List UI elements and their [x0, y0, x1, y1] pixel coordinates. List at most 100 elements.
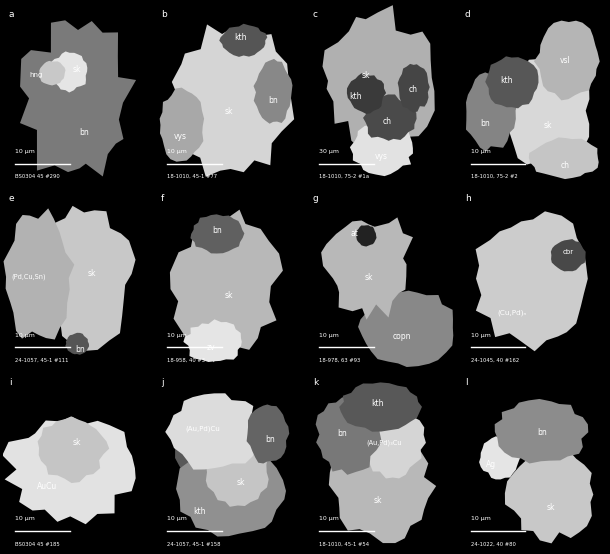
Text: 18-978, 63 #93: 18-978, 63 #93	[318, 358, 360, 363]
Polygon shape	[479, 435, 520, 479]
Text: bn: bn	[212, 225, 222, 234]
Text: hng: hng	[29, 72, 42, 78]
Polygon shape	[505, 446, 594, 543]
Polygon shape	[20, 20, 136, 177]
Polygon shape	[173, 407, 233, 479]
Polygon shape	[329, 429, 436, 543]
Text: bn: bn	[268, 96, 278, 105]
Text: 10 μm: 10 μm	[15, 148, 35, 153]
Text: 30 μm: 30 μm	[318, 148, 339, 153]
Text: ch: ch	[382, 117, 392, 126]
Text: 24-1022, 40 #80: 24-1022, 40 #80	[470, 542, 515, 547]
Polygon shape	[4, 208, 74, 340]
Polygon shape	[160, 88, 204, 162]
Text: 24-1057, 45-1 #111: 24-1057, 45-1 #111	[15, 358, 68, 363]
Text: bn: bn	[266, 435, 276, 444]
Text: 18-1010, 75-2 #2: 18-1010, 75-2 #2	[470, 174, 517, 179]
Text: ch: ch	[409, 85, 418, 94]
Text: vys: vys	[375, 152, 387, 161]
Text: at: at	[350, 229, 358, 238]
Polygon shape	[356, 225, 376, 247]
Text: (Pd,Cu,Sn): (Pd,Cu,Sn)	[11, 274, 46, 280]
Text: 18-958, 40 #3: 18-958, 40 #3	[167, 358, 205, 363]
Text: sk: sk	[365, 273, 373, 281]
Polygon shape	[190, 214, 245, 254]
Polygon shape	[171, 24, 294, 177]
Polygon shape	[49, 52, 87, 93]
Text: (Au,Pd)Cu: (Au,Pd)Cu	[185, 425, 220, 432]
Polygon shape	[350, 119, 413, 176]
Text: 10 μm: 10 μm	[470, 516, 490, 521]
Polygon shape	[485, 57, 539, 109]
Polygon shape	[347, 73, 386, 114]
Polygon shape	[466, 73, 518, 151]
Text: j: j	[161, 378, 163, 387]
Text: bn: bn	[75, 345, 85, 354]
Text: zv: zv	[207, 343, 215, 352]
Text: h: h	[465, 194, 470, 203]
Text: BS0304 45 #185: BS0304 45 #185	[15, 542, 60, 547]
Text: f: f	[161, 194, 164, 203]
Text: c: c	[313, 10, 318, 19]
Text: 10 μm: 10 μm	[470, 148, 490, 153]
Text: BS0304 45 #290: BS0304 45 #290	[15, 174, 60, 179]
Text: a: a	[9, 10, 15, 19]
Polygon shape	[358, 291, 453, 367]
Polygon shape	[321, 217, 413, 320]
Polygon shape	[184, 319, 242, 362]
Text: g: g	[313, 194, 318, 203]
Text: 18-1010, 45-1 #77: 18-1010, 45-1 #77	[167, 174, 217, 179]
Polygon shape	[65, 333, 89, 355]
Text: 10 μm: 10 μm	[470, 332, 490, 337]
Text: sk: sk	[225, 106, 233, 116]
Text: Ag: Ag	[486, 460, 497, 469]
Text: 10 μm: 10 μm	[15, 516, 35, 521]
Polygon shape	[534, 20, 600, 100]
Polygon shape	[206, 437, 268, 507]
Text: 10 μm: 10 μm	[167, 516, 187, 521]
Text: sk: sk	[362, 70, 370, 80]
Text: vsl: vsl	[560, 56, 571, 65]
Text: copn: copn	[392, 332, 411, 341]
Polygon shape	[219, 24, 267, 57]
Polygon shape	[246, 404, 289, 464]
Text: cbr: cbr	[563, 249, 574, 255]
Text: 18-1010, 45-1 #54: 18-1010, 45-1 #54	[318, 542, 369, 547]
Polygon shape	[38, 417, 109, 483]
Polygon shape	[363, 95, 417, 141]
Text: sk: sk	[73, 65, 81, 74]
Text: AuCu: AuCu	[37, 482, 57, 491]
Polygon shape	[323, 5, 435, 155]
Polygon shape	[170, 209, 283, 362]
Text: sk: sk	[237, 478, 245, 487]
Polygon shape	[476, 211, 588, 351]
Text: kth: kth	[500, 76, 512, 85]
Text: 10 μm: 10 μm	[167, 148, 187, 153]
Text: (Cu,Pd)ₙ: (Cu,Pd)ₙ	[497, 310, 527, 316]
Polygon shape	[339, 382, 422, 432]
Text: bn: bn	[537, 428, 547, 437]
Text: sk: sk	[374, 496, 382, 505]
Text: d: d	[465, 10, 470, 19]
Text: b: b	[161, 10, 167, 19]
Polygon shape	[2, 417, 135, 524]
Text: kth: kth	[371, 399, 384, 408]
Text: 10 μm: 10 μm	[167, 332, 187, 337]
Text: ch: ch	[561, 161, 570, 170]
Polygon shape	[398, 64, 429, 112]
Text: bn: bn	[80, 129, 90, 137]
Text: 24-1057, 45-1 #158: 24-1057, 45-1 #158	[167, 542, 220, 547]
Text: vys: vys	[174, 132, 187, 141]
Polygon shape	[529, 137, 598, 179]
Text: kth: kth	[193, 507, 206, 516]
Polygon shape	[504, 52, 589, 169]
Polygon shape	[551, 239, 586, 271]
Polygon shape	[176, 443, 286, 536]
Text: i: i	[9, 378, 12, 387]
Polygon shape	[40, 61, 65, 85]
Text: 10 μm: 10 μm	[318, 332, 339, 337]
Polygon shape	[30, 206, 135, 351]
Text: 24-1045, 40 #162: 24-1045, 40 #162	[470, 358, 519, 363]
Polygon shape	[359, 406, 426, 479]
Text: (Au,Pd)₃Cu: (Au,Pd)₃Cu	[366, 440, 401, 446]
